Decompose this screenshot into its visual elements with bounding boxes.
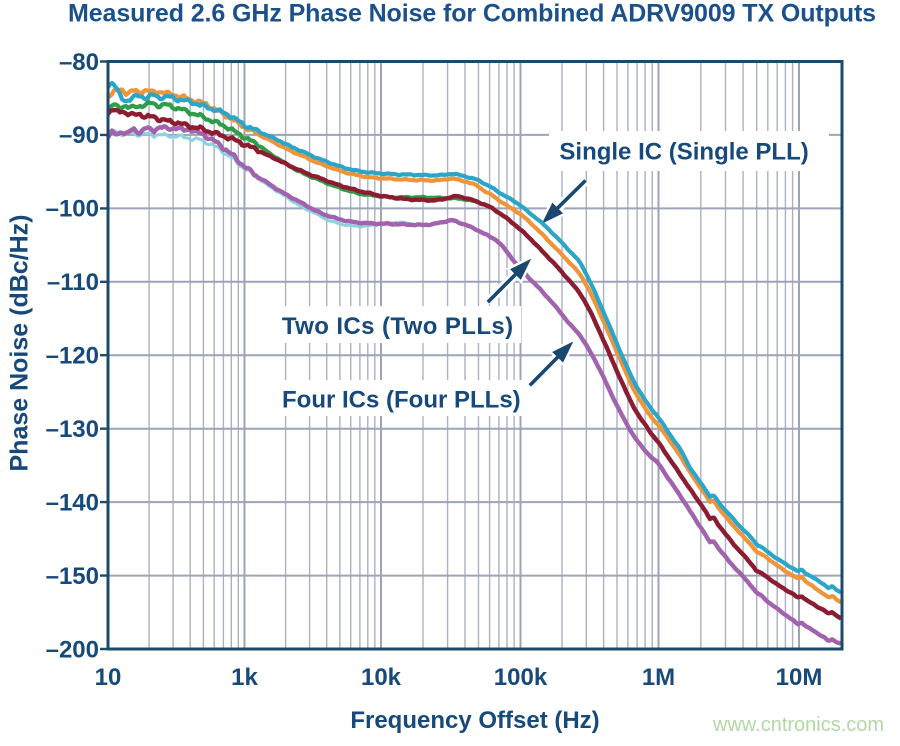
- svg-text:10k: 10k: [361, 664, 402, 691]
- svg-text:10: 10: [95, 664, 122, 691]
- svg-text:1M: 1M: [642, 664, 675, 691]
- svg-text:–100: –100: [46, 196, 99, 223]
- svg-text:–80: –80: [59, 49, 99, 76]
- svg-text:100k: 100k: [494, 664, 548, 691]
- svg-text:–150: –150: [46, 563, 99, 590]
- svg-text:1k: 1k: [231, 664, 258, 691]
- svg-text:–200: –200: [46, 636, 99, 663]
- svg-text:Two ICs (Two PLLs): Two ICs (Two PLLs): [282, 313, 514, 340]
- svg-text:Phase Noise (dBc/Hz): Phase Noise (dBc/Hz): [6, 214, 34, 471]
- svg-text:–110: –110: [47, 269, 99, 296]
- svg-text:Four ICs (Four PLLs): Four ICs (Four PLLs): [282, 387, 521, 414]
- svg-text:10M: 10M: [776, 664, 823, 691]
- svg-text:–140: –140: [46, 489, 99, 516]
- svg-text:Frequency Offset (Hz): Frequency Offset (Hz): [350, 707, 599, 734]
- svg-text:Single IC (Single PLL): Single IC (Single PLL): [559, 138, 808, 165]
- svg-text:Measured 2.6 GHz Phase Noise f: Measured 2.6 GHz Phase Noise for Combine…: [68, 0, 876, 28]
- svg-text:www.cntronics.com: www.cntronics.com: [712, 714, 884, 736]
- svg-text:–90: –90: [59, 122, 99, 149]
- svg-text:–130: –130: [46, 416, 99, 443]
- svg-text:–120: –120: [46, 343, 99, 370]
